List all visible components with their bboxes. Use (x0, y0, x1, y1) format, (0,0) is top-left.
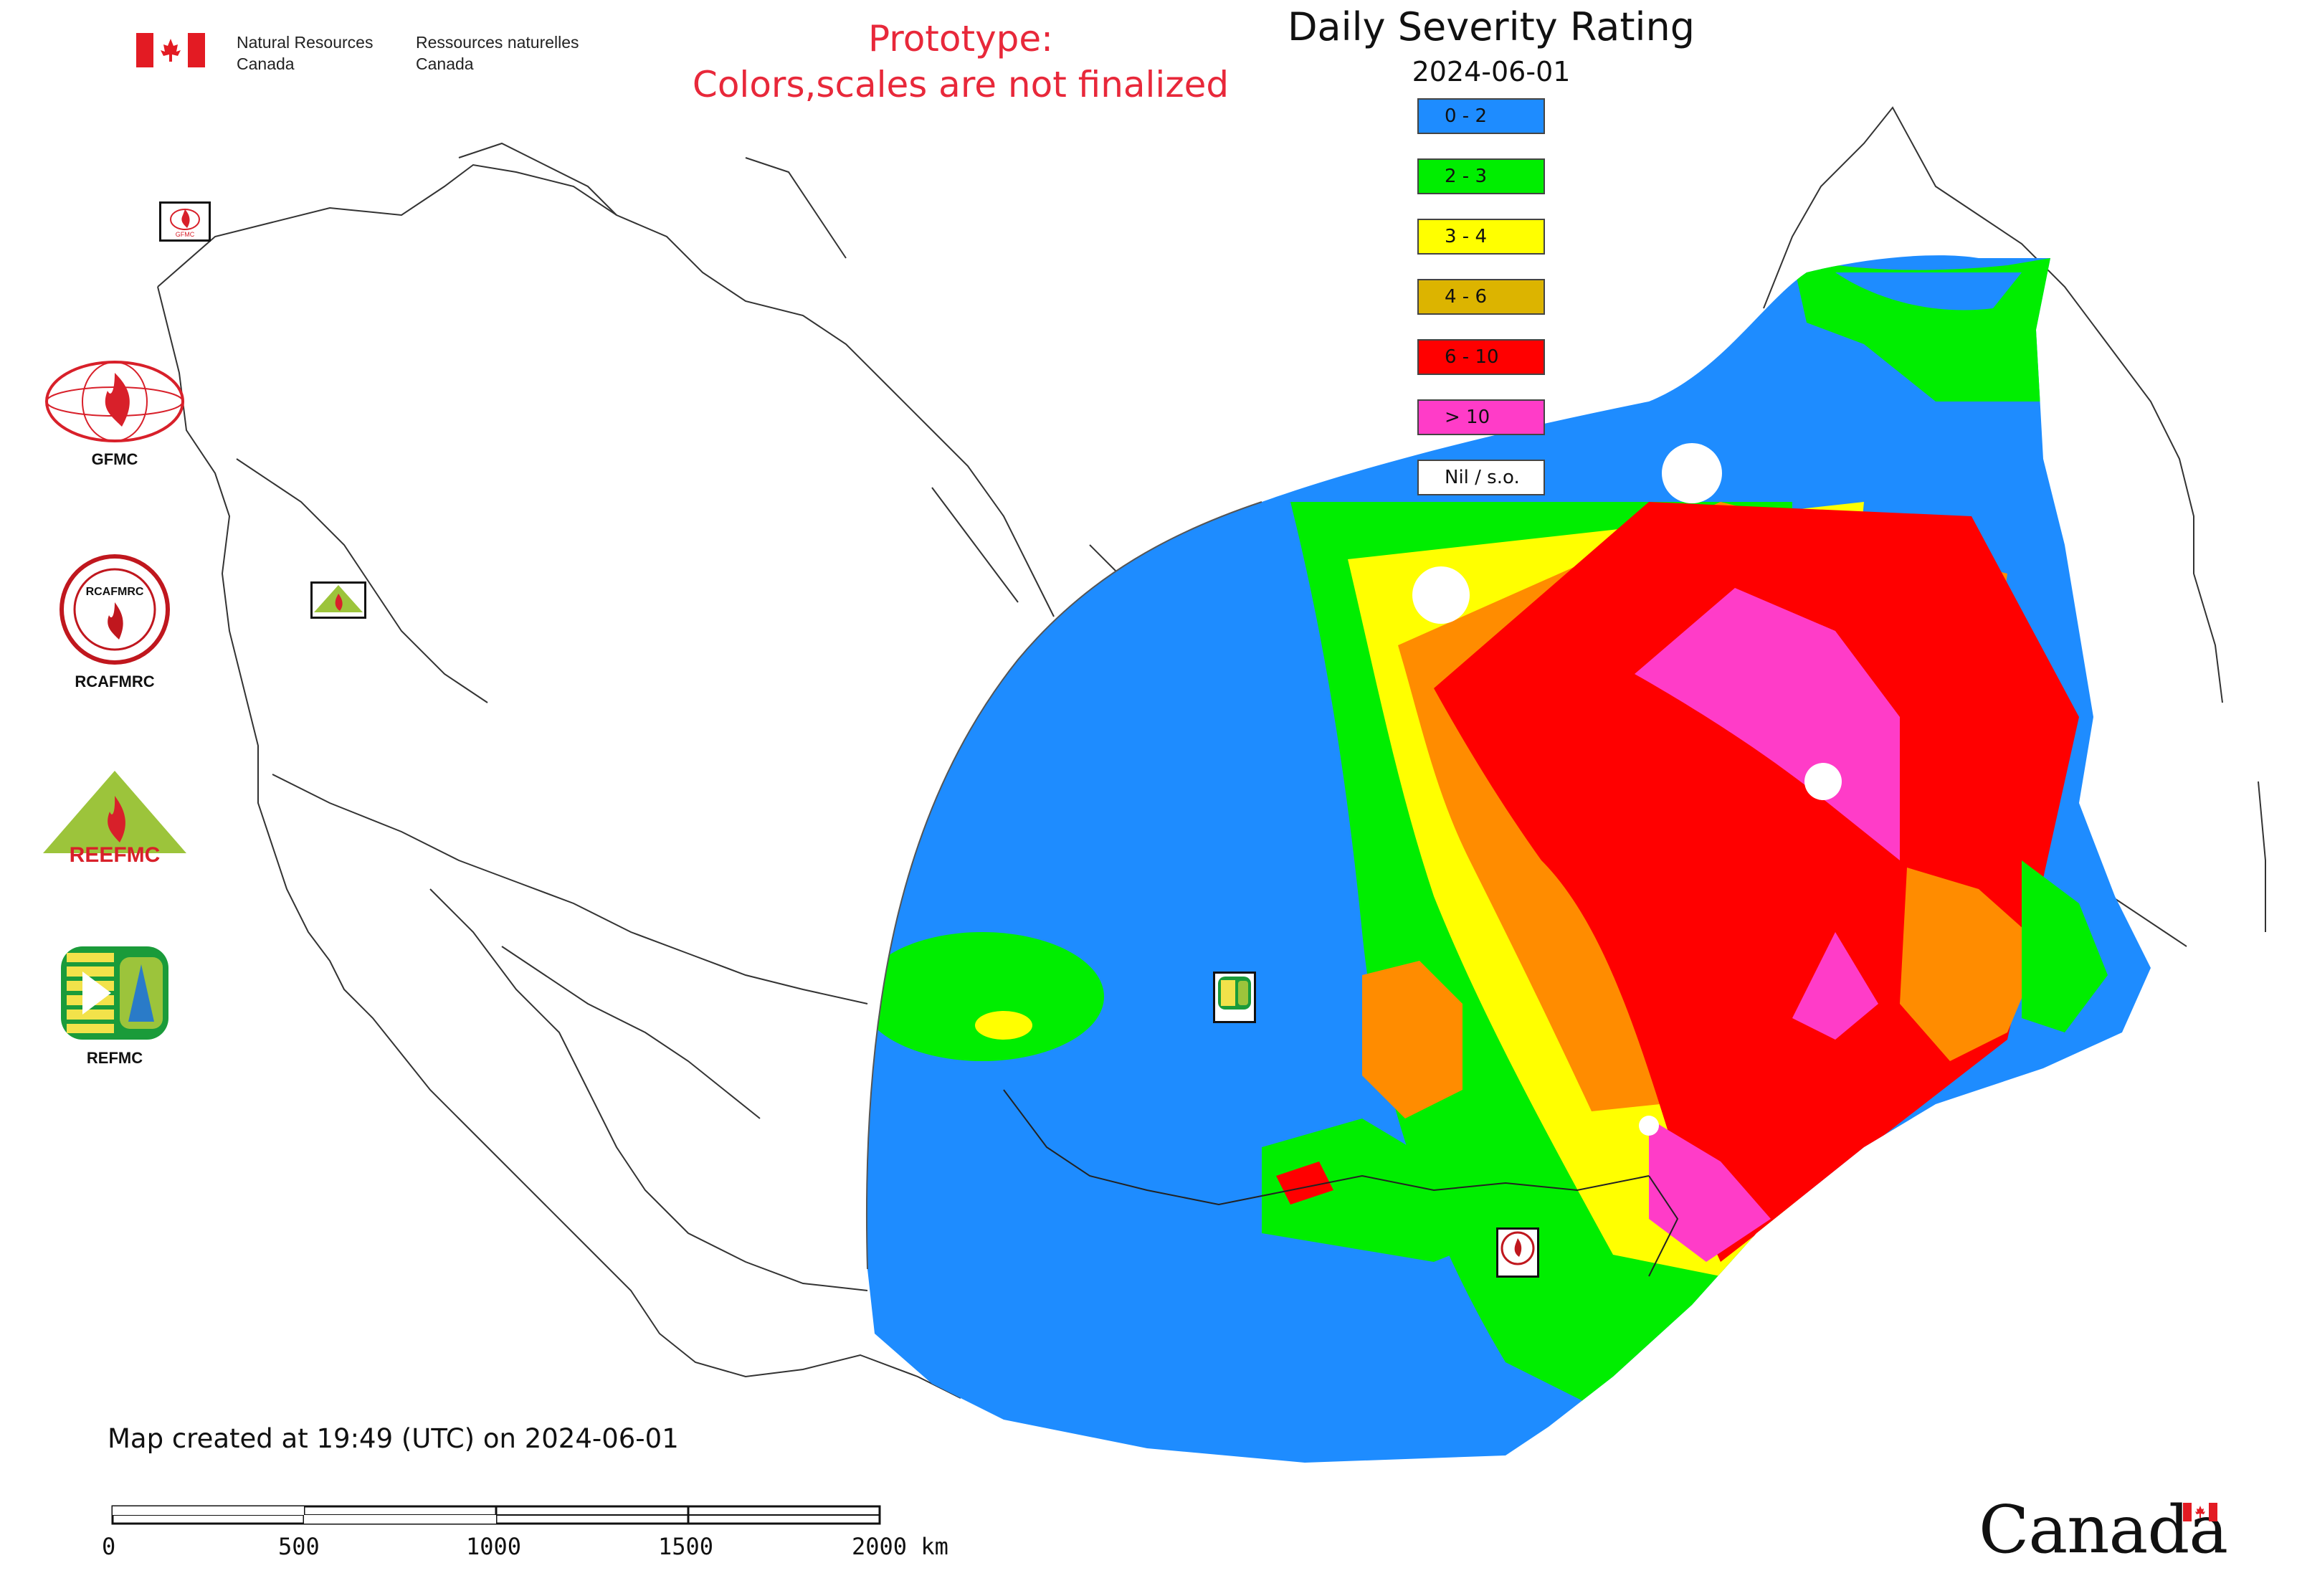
dept-en-line2: Canada (237, 54, 295, 73)
refmc-label: REFMC (86, 1049, 143, 1067)
refmc-marker-icon (1218, 977, 1251, 1010)
reefmc-marker (310, 581, 366, 619)
gfmc-logo: GFMC (36, 358, 194, 469)
gfmc-label: GFMC (91, 450, 138, 468)
land-outline-west (157, 142, 1262, 1399)
prototype-notice: Prototype: Colors,scales are not finaliz… (645, 16, 1276, 108)
refmc-marker (1213, 972, 1256, 1023)
legend-label: 3 - 4 (1445, 226, 1487, 247)
legend-item-5: > 10 (1417, 399, 1545, 435)
legend-date: 2024-06-01 (1412, 56, 1571, 87)
canada-wordmark-flag-icon (2183, 1503, 2217, 1521)
refmc-logo: REFMC (36, 943, 194, 1068)
legend-label: 2 - 3 (1445, 166, 1487, 187)
domain-outline (865, 501, 1262, 1270)
rcafmrc-logo: RCAFMRC RCAFMRC (36, 552, 194, 691)
legend-label: > 10 (1445, 407, 1490, 428)
legend-label: 6 - 10 (1445, 346, 1499, 368)
gfmc-globe-flame-icon (45, 361, 184, 442)
refmc-sigma-icon (61, 946, 168, 1040)
scale-tick-1500: 1500 (658, 1533, 714, 1560)
rcafmrc-emblem-text: RCAFMRC (86, 586, 144, 598)
map-created-text: Map created at 19:49 (UTC) on 2024-06-01 (108, 1423, 679, 1454)
rcafmrc-marker (1496, 1227, 1539, 1278)
legend-item-6: Nil / s.o. (1417, 460, 1545, 495)
legend-label: 4 - 6 (1445, 286, 1487, 308)
legend-label: Nil / s.o. (1445, 467, 1520, 488)
country-borders (1003, 1089, 1679, 1277)
rcafmrc-label: RCAFMRC (75, 673, 155, 690)
dept-fr-line1: Ressources naturelles (416, 33, 579, 52)
nrcan-english: Natural Resources Canada (237, 32, 373, 75)
legend-item-0: 0 - 2 (1417, 98, 1545, 134)
scale-bar (111, 1505, 881, 1525)
nrcan-french: Ressources naturelles Canada (416, 32, 579, 75)
legend-title: Daily Severity Rating (1287, 4, 1695, 49)
prototype-line1: Prototype: (867, 18, 1054, 60)
legend-item-1: 2 - 3 (1417, 158, 1545, 194)
legend: 0 - 2 2 - 3 3 - 4 4 - 6 6 - 10 > 10 Nil … (1417, 98, 1546, 520)
rcafmrc-marker-icon (1500, 1231, 1535, 1265)
legend-label: 0 - 2 (1445, 105, 1487, 127)
gfmc-marker-icon: GFMC (170, 209, 200, 238)
canada-flag-icon (136, 33, 205, 67)
scale-tick-0: 0 (102, 1533, 116, 1560)
gfmc-marker-text: GFMC (176, 231, 195, 238)
legend-item-3: 4 - 6 (1417, 279, 1545, 315)
reefmc-emblem-text: REEFMC (70, 843, 161, 867)
scale-tick-500: 500 (278, 1533, 320, 1560)
gfmc-marker: GFMC (159, 201, 211, 242)
nrcan-signature: Natural Resources Canada Ressources natu… (136, 32, 609, 75)
dept-fr-line2: Canada (416, 54, 474, 73)
dept-en-line1: Natural Resources (237, 33, 374, 52)
reefmc-marker-icon (314, 585, 363, 612)
reefmc-logo: REEFMC (36, 767, 194, 870)
rcafmrc-emblem-icon: RCAFMRC (60, 554, 170, 665)
legend-item-2: 3 - 4 (1417, 219, 1545, 255)
scale-tick-1000: 1000 (466, 1533, 522, 1560)
prototype-line2: Colors,scales are not finalized (692, 64, 1230, 105)
reefmc-triangle-icon: REEFMC (43, 771, 186, 867)
scale-tick-2000: 2000 km (852, 1533, 948, 1560)
legend-item-4: 6 - 10 (1417, 339, 1545, 375)
